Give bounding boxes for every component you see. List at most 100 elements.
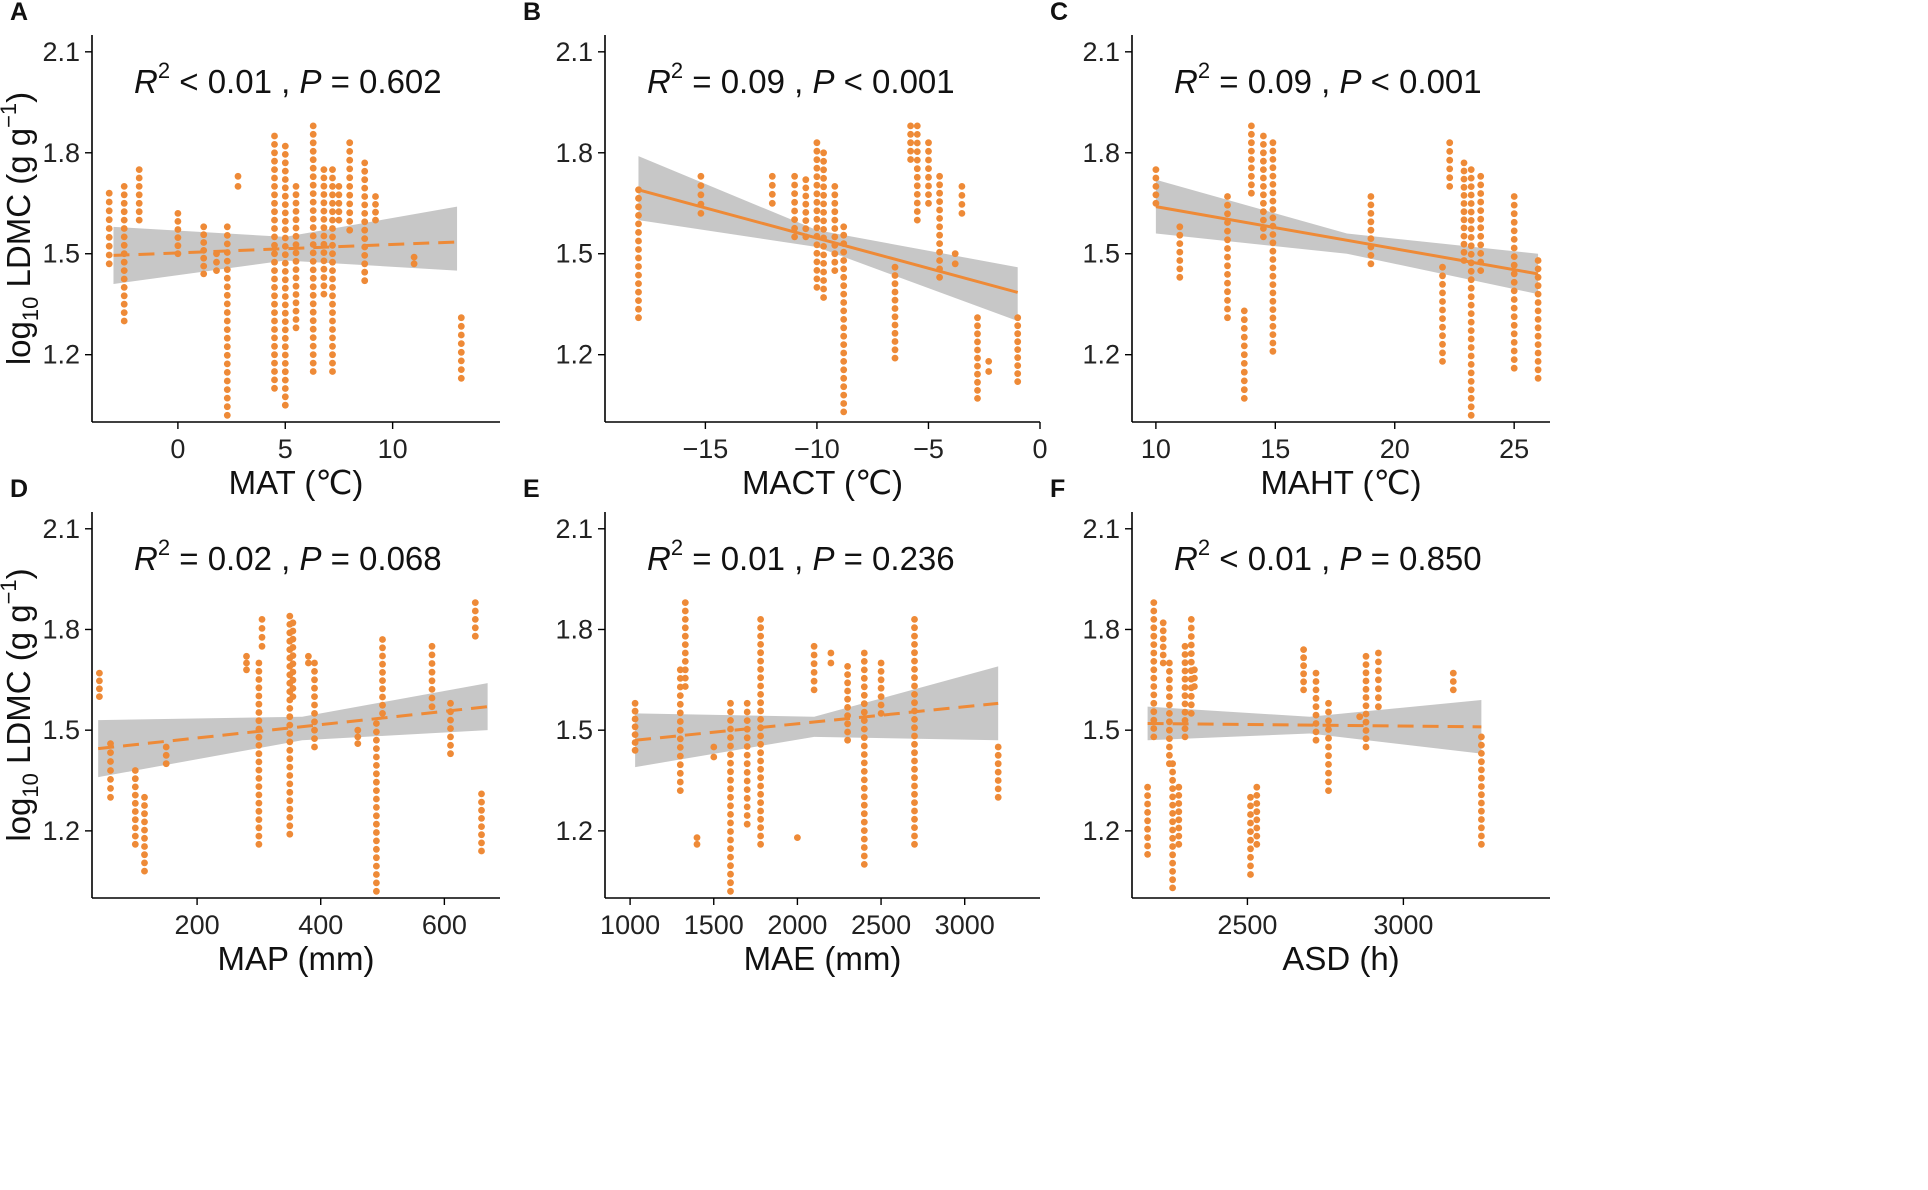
- data-point-e-5-16: [727, 751, 734, 758]
- data-point-d-17-1: [471, 624, 479, 632]
- data-point-c-3-1: [1240, 386, 1248, 394]
- data-point-e-15-4: [994, 760, 1002, 768]
- data-point-f-7-9: [1187, 633, 1195, 640]
- y-tick-label-e-2.1: 2.1: [555, 514, 593, 544]
- data-point-a-10-8: [292, 257, 300, 265]
- data-point-e-11-8: [844, 671, 851, 678]
- data-point-a-9-1: [281, 393, 289, 401]
- data-point-c-8-11: [1439, 263, 1446, 271]
- data-point-c-2-0: [1224, 314, 1231, 322]
- p-letter-b: P: [812, 63, 834, 100]
- data-point-a-9-5: [281, 360, 289, 367]
- data-point-e-1-1: [676, 778, 684, 786]
- data-point-b-11-5: [913, 173, 921, 181]
- data-point-e-12-14: [860, 742, 868, 750]
- data-point-c-7-5: [1367, 218, 1375, 226]
- data-point-e-1-8: [676, 718, 684, 725]
- data-point-a-1-12: [120, 216, 128, 224]
- data-point-a-6-14: [223, 291, 231, 299]
- data-point-c-11-23: [1467, 217, 1475, 224]
- data-point-e-5-13: [727, 776, 734, 784]
- data-point-b-13-11: [936, 181, 943, 189]
- data-point-b-8-9: [840, 332, 848, 340]
- data-point-e-5-20: [727, 717, 734, 724]
- data-point-a-11-28: [309, 130, 317, 138]
- data-point-d-2-5: [131, 799, 139, 807]
- data-point-c-13-19: [1510, 201, 1518, 209]
- data-point-e-11-5: [844, 695, 851, 703]
- data-point-a-0-2: [105, 242, 113, 250]
- data-point-a-8-19: [271, 225, 278, 232]
- data-point-f-4-7: [1169, 826, 1176, 834]
- data-point-a-16-1: [361, 268, 369, 276]
- data-point-a-8-24: [271, 183, 278, 190]
- data-point-a-6-21: [223, 232, 231, 239]
- data-point-e-7-9: [757, 765, 764, 773]
- data-point-b-8-19: [840, 248, 848, 256]
- x-tick-label-e-2500: 2500: [851, 910, 911, 940]
- data-point-b-9-7: [891, 296, 899, 304]
- data-point-a-7-0: [234, 183, 242, 190]
- data-point-a-12-14: [320, 174, 328, 182]
- data-point-b-8-14: [840, 290, 848, 298]
- data-point-c-6-2: [1269, 331, 1277, 338]
- r-letter-c: R: [1174, 63, 1198, 100]
- data-point-c-7-4: [1367, 226, 1375, 234]
- data-point-a-9-24: [281, 201, 289, 209]
- data-point-a-11-1: [309, 359, 317, 367]
- data-point-b-8-13: [840, 299, 848, 306]
- data-point-f-13-2: [1325, 769, 1332, 777]
- data-point-e-13-1: [877, 701, 885, 709]
- data-point-f-1-10: [1150, 649, 1158, 657]
- data-point-a-11-3: [309, 342, 317, 350]
- data-point-d-17-0: [471, 632, 479, 640]
- data-point-c-11-16: [1467, 276, 1475, 284]
- data-point-d-12-1: [354, 733, 362, 741]
- data-point-f-11-5: [1300, 646, 1307, 653]
- data-point-d-13-17: [373, 745, 380, 752]
- data-point-c-13-7: [1510, 304, 1518, 312]
- data-point-a-10-6: [292, 274, 300, 282]
- data-point-e-14-13: [911, 732, 918, 740]
- data-point-d-17-4: [471, 599, 479, 606]
- data-point-d-6-22: [255, 659, 263, 667]
- data-point-e-15-2: [994, 777, 1002, 784]
- data-point-e-5-17: [727, 742, 734, 750]
- data-point-b-13-3: [936, 248, 943, 256]
- data-point-b-10-0: [907, 156, 914, 163]
- data-point-a-9-7: [281, 343, 289, 351]
- y-tick-label-b-2.1: 2.1: [555, 37, 593, 67]
- data-point-d-13-0: [373, 887, 380, 895]
- data-point-b-8-18: [840, 257, 848, 264]
- data-point-f-6-1: [1181, 725, 1189, 732]
- data-point-a-13-18: [329, 216, 336, 224]
- data-point-b-5-13: [813, 173, 821, 181]
- data-point-c-13-15: [1510, 236, 1518, 243]
- data-point-a-11-0: [309, 368, 317, 375]
- data-point-e-1-5: [676, 744, 684, 751]
- data-point-c-6-10: [1269, 264, 1277, 272]
- data-point-d-11-8: [311, 676, 318, 684]
- data-point-e-5-5: [727, 845, 734, 852]
- data-point-a-6-10: [223, 326, 231, 333]
- data-point-b-0-4: [635, 280, 642, 287]
- data-point-a-13-12: [329, 267, 336, 274]
- data-point-c-3-3: [1240, 368, 1248, 376]
- data-point-d-2-8: [131, 775, 139, 783]
- regression-line-b: [638, 188, 1019, 294]
- data-point-a-6-22: [223, 223, 231, 231]
- data-point-a-6-13: [223, 300, 231, 308]
- data-point-c-14-0: [1534, 374, 1542, 382]
- y-tick-label-a-1.2: 1.2: [42, 340, 80, 370]
- data-point-d-2-0: [131, 840, 139, 848]
- data-point-e-9-4: [810, 651, 818, 659]
- data-point-e-5-4: [727, 853, 734, 861]
- data-point-d-7-1: [258, 633, 266, 641]
- data-point-f-15-3: [1362, 718, 1370, 726]
- data-point-f-0-6: [1144, 800, 1151, 808]
- data-point-b-2-2: [768, 181, 776, 189]
- data-point-c-6-6: [1269, 297, 1277, 305]
- data-point-a-6-7: [223, 351, 231, 359]
- data-point-e-12-5: [860, 818, 868, 826]
- data-point-c-9-0: [1446, 183, 1454, 190]
